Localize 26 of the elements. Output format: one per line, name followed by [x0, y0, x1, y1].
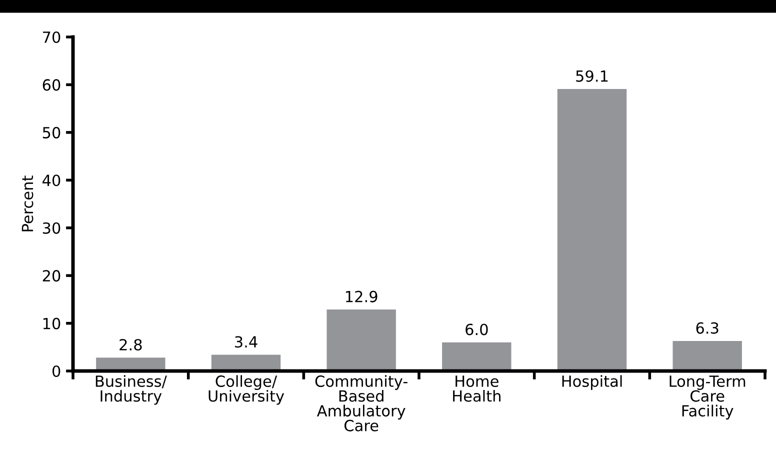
data-label: 6.3 [696, 322, 718, 334]
bar [326, 309, 396, 371]
data-label: 12.9 [346, 290, 378, 302]
x-tick-label: Long-Term Care Facility [670, 376, 746, 420]
y-tick-label: 50 [42, 126, 60, 138]
x-tick-label: College/ University [208, 375, 284, 405]
y-tick-label: 0 [52, 365, 60, 378]
y-tick-label: 40 [42, 174, 60, 186]
bar [442, 342, 512, 371]
bar [672, 340, 742, 371]
y-tick-label: 30 [42, 222, 60, 234]
data-label: 2.8 [120, 338, 142, 351]
x-tick-label: Hospital [562, 375, 622, 390]
data-label: 3.4 [235, 336, 258, 348]
data-label: 59.1 [576, 70, 608, 82]
y-tick-label: 70 [43, 31, 60, 44]
y-tick-label: 10 [43, 318, 60, 330]
x-tick-label: Community- Based Ambulatory Care [315, 375, 408, 432]
data-label: 6.0 [466, 324, 488, 336]
bar [96, 358, 166, 371]
y-tick-label: 20 [42, 270, 60, 282]
x-tick-label: Home Health [453, 376, 500, 402]
x-tick-label: Business/ Industry [96, 375, 167, 405]
bar [557, 89, 627, 371]
y-tick-label: 60 [42, 79, 60, 91]
y-axis-title: Percent [22, 176, 34, 232]
